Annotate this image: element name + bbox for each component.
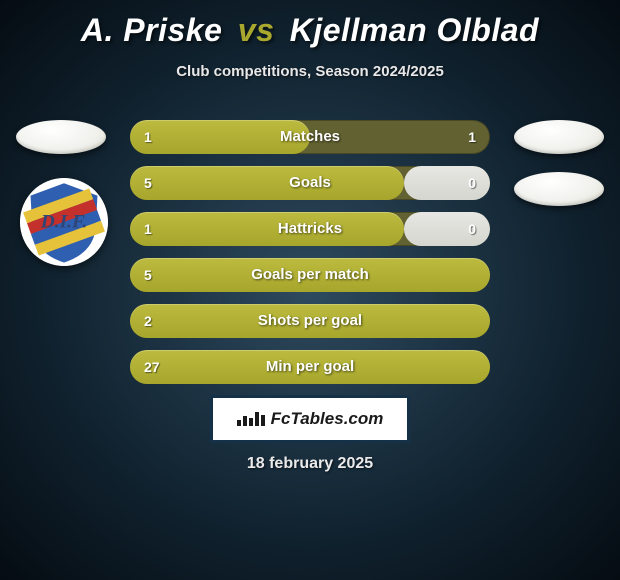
stat-value-left: 5: [144, 258, 152, 292]
stat-bar-left: [130, 166, 404, 200]
title-vs: vs: [238, 12, 275, 48]
stat-bar-right: [404, 166, 490, 200]
brand-bar: [237, 420, 241, 426]
bar-chart-icon: [237, 412, 265, 426]
stat-value-right: 0: [468, 212, 476, 246]
brand-box: FcTables.com: [210, 395, 410, 443]
title-player1: A. Priske: [81, 12, 222, 48]
club-logo-text: D.I.F.: [40, 211, 87, 232]
brand-bar: [255, 412, 259, 426]
shield-icon: D.I.F.: [20, 178, 108, 266]
brand-bar: [243, 416, 247, 426]
brand-bar: [249, 418, 253, 426]
stat-row: 5Goals per match: [130, 258, 490, 292]
infographic-root: A. Priske vs Kjellman Olblad Club compet…: [0, 0, 620, 580]
player2-badge-placeholder-2: [514, 172, 604, 206]
page-title: A. Priske vs Kjellman Olblad: [0, 0, 620, 49]
stat-value-left: 1: [144, 212, 152, 246]
stat-bar-right: [404, 212, 490, 246]
stat-value-left: 2: [144, 304, 152, 338]
subtitle: Club competitions, Season 2024/2025: [0, 63, 620, 80]
stat-bar-left: [130, 212, 404, 246]
stat-value-right: 0: [468, 166, 476, 200]
player2-badge-placeholder-1: [514, 120, 604, 154]
club-logo: D.I.F.: [20, 178, 108, 266]
stat-bar-left: [130, 304, 490, 338]
stat-row: 2Shots per goal: [130, 304, 490, 338]
stat-bar-left: [130, 120, 310, 154]
brand-text: FcTables.com: [271, 409, 384, 429]
stat-row: 11Matches: [130, 120, 490, 154]
stat-value-left: 27: [144, 350, 160, 384]
stat-value-right: 1: [468, 120, 476, 154]
title-player2: Kjellman Olblad: [290, 12, 539, 48]
stat-value-left: 5: [144, 166, 152, 200]
date-label: 18 february 2025: [0, 455, 620, 473]
brand-bar: [261, 415, 265, 426]
stat-bar-left: [130, 258, 490, 292]
comparison-chart: 11Matches50Goals10Hattricks5Goals per ma…: [130, 120, 490, 396]
stat-row: 10Hattricks: [130, 212, 490, 246]
player1-badge-placeholder: [16, 120, 106, 154]
stat-bar-left: [130, 350, 490, 384]
stat-row: 27Min per goal: [130, 350, 490, 384]
stat-row: 50Goals: [130, 166, 490, 200]
stat-value-left: 1: [144, 120, 152, 154]
